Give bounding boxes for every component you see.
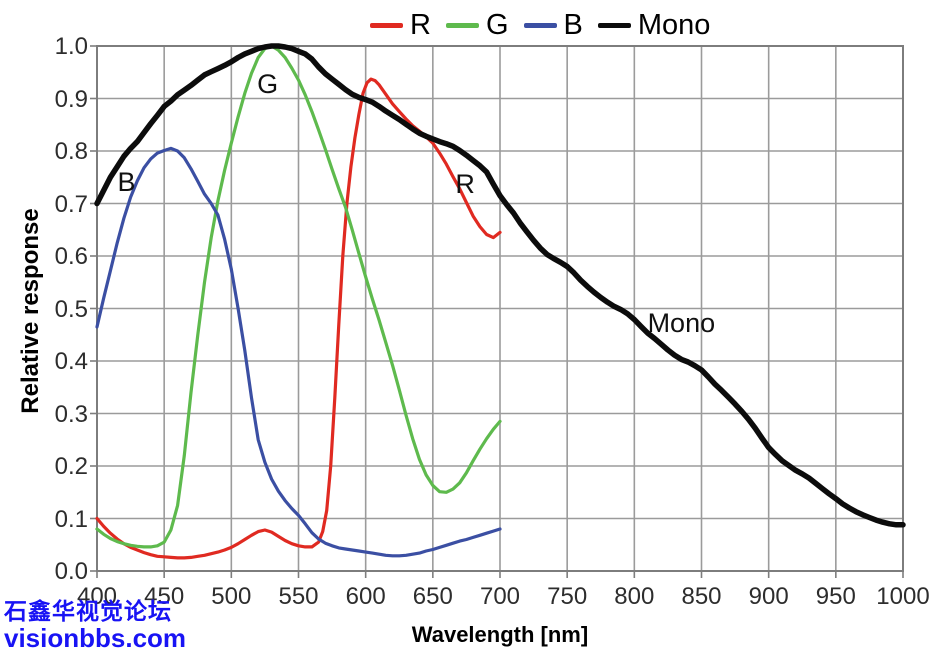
- legend-label-G: G: [485, 8, 509, 41]
- y-tick-label-0.9: 0.9: [54, 85, 88, 113]
- watermark-site-url: visionbbs.com: [4, 623, 187, 654]
- y-tick-label-0.3: 0.3: [54, 400, 88, 428]
- legend-label-R: R: [410, 8, 431, 41]
- x-tick-label-800: 800: [614, 583, 655, 610]
- x-axis-title: Wavelength [nm]: [411, 622, 589, 647]
- watermark-site-name: 石鑫华视觉论坛: [4, 598, 172, 624]
- y-tick-label-0.2: 0.2: [54, 453, 88, 480]
- curve-label-R: R: [455, 169, 475, 200]
- legend-item-G: G: [445, 8, 509, 41]
- curve-label-B: B: [117, 166, 136, 197]
- y-axis-title: Relative response: [17, 208, 44, 414]
- y-tick-label-0.1: 0.1: [54, 505, 88, 533]
- x-tick-label-600: 600: [345, 583, 386, 610]
- x-tick-label-750: 750: [547, 583, 588, 610]
- legend-swatch-Mono: [597, 22, 631, 28]
- legend-item-R: R: [370, 8, 431, 41]
- y-tick-label-0.4: 0.4: [54, 348, 88, 375]
- legend-swatch-R: [370, 22, 403, 28]
- legend-item-B: B: [523, 8, 583, 41]
- y-tick-label-0.5: 0.5: [54, 295, 88, 323]
- legend-swatch-B: [523, 22, 557, 28]
- watermark: 石鑫华视觉论坛 visionbbs.com: [4, 598, 187, 654]
- x-tick-label-400: 400: [76, 583, 118, 610]
- legend-label-B: B: [563, 8, 583, 41]
- legend-swatch-G: [445, 22, 479, 28]
- curve-label-G: G: [257, 69, 279, 100]
- x-tick-label-550: 550: [278, 583, 319, 610]
- x-tick-label-900: 900: [748, 583, 789, 610]
- x-tick-label-1000: 1000: [876, 583, 930, 610]
- x-tick-label-850: 850: [681, 583, 722, 610]
- curve-Mono: [94, 43, 906, 528]
- y-tick-label-1.0: 1.0: [54, 33, 88, 60]
- x-tick-label-700: 700: [479, 583, 521, 610]
- x-tick-label-450: 450: [144, 583, 185, 610]
- legend: R G B Mono: [370, 8, 710, 42]
- y-tick-label-0.0: 0.0: [54, 558, 88, 585]
- plot-frame: [96, 45, 904, 572]
- x-tick-label-500: 500: [211, 583, 252, 610]
- x-tick-label-650: 650: [412, 583, 453, 610]
- legend-item-Mono: Mono: [597, 8, 711, 41]
- curve-B: [95, 146, 502, 558]
- curve-label-Mono: Mono: [647, 308, 716, 339]
- y-tick-label-0.8: 0.8: [54, 138, 88, 165]
- legend-label-Mono: Mono: [637, 8, 711, 41]
- x-tick-label-950: 950: [815, 583, 856, 610]
- y-tick-label-0.7: 0.7: [54, 190, 88, 218]
- curve-G: [95, 44, 502, 549]
- y-tick-label-0.6: 0.6: [54, 243, 88, 270]
